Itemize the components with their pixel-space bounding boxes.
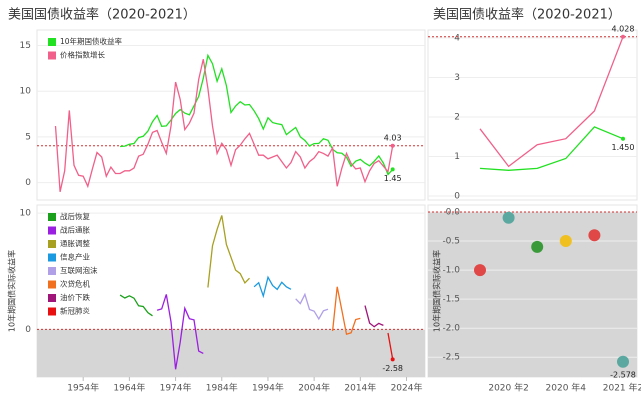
legend-swatch [48, 294, 56, 302]
legend-label: 价格指数增长 [60, 50, 105, 60]
y-tick-label: 10 [20, 209, 32, 219]
data-label: 4.03 [384, 133, 402, 142]
data-label: 1.45 [384, 174, 402, 183]
x-tick-label: 1954年 [67, 382, 99, 394]
scatter-point [531, 240, 544, 253]
legend-label: 通胀调整 [60, 238, 90, 248]
y-tick-label: 3 [454, 73, 460, 83]
series-line [479, 36, 624, 168]
series-line [479, 126, 624, 171]
y-axis-label: 10年期国债实际收益率 [432, 250, 442, 332]
x-tick-label: 2024年 [391, 382, 423, 394]
legend-swatch [48, 267, 56, 275]
series-line [295, 292, 329, 321]
legend-label: 次贷危机 [60, 279, 90, 289]
chart-title: 美国国债收益率（2020-2021） [433, 7, 621, 23]
series-line [387, 332, 394, 360]
legend-label: 战后通胀 [60, 225, 90, 235]
scatter-point [617, 355, 629, 368]
legend-label: 10年期国债收益率 [60, 36, 123, 46]
x-tick-label: 1984年 [206, 382, 238, 394]
y-tick-label: -2.5 [442, 353, 460, 363]
x-tick-label: 2020 年2 [488, 382, 529, 394]
negative-region [37, 329, 425, 377]
data-label: 1.450 [612, 143, 635, 152]
chart-title: 美国国债收益率（2020-2021） [8, 7, 196, 23]
series-line [54, 59, 394, 192]
x-tick-label: 1964年 [113, 382, 145, 394]
x-tick-label: 2014年 [344, 382, 376, 394]
legend-swatch [48, 38, 56, 46]
series-line [331, 286, 361, 336]
y-tick-label: 10 [20, 87, 32, 97]
x-tick-label: 2020 年4 [546, 382, 587, 394]
y-tick-label: 5 [25, 132, 31, 142]
series-line [364, 305, 384, 328]
series-line [156, 294, 204, 370]
end-point [621, 136, 625, 141]
series-line [119, 294, 153, 317]
y-tick-label: 15 [20, 41, 31, 51]
scatter-point [559, 235, 572, 248]
y-tick-label: -1.0 [442, 266, 460, 276]
x-tick-label: 1974年 [160, 382, 192, 394]
end-point [390, 143, 395, 148]
y-tick-label: 4 [454, 33, 460, 43]
scatter-point [474, 264, 486, 277]
y-tick-label: 2 [454, 112, 460, 122]
plot-area [427, 29, 638, 201]
y-tick-label: -2.0 [442, 324, 460, 334]
legend-swatch [48, 226, 56, 235]
x-tick-label: 2021 年2 [603, 382, 641, 394]
end-point [621, 34, 625, 39]
legend-label: 信息产业 [60, 252, 90, 262]
y-tick-label: 0 [25, 325, 31, 335]
negative-region [428, 211, 637, 377]
end-point [390, 167, 395, 172]
y-tick-label: 1 [454, 152, 460, 162]
y-tick-label: 0 [25, 178, 31, 188]
data-label: -2.578 [610, 370, 636, 379]
data-label: 4.028 [612, 24, 635, 33]
x-tick-label: 2004年 [298, 382, 330, 394]
legend-label: 互联网泡沫 [60, 265, 98, 275]
data-label: -2.58 [382, 364, 403, 373]
plot-area [36, 29, 426, 201]
legend-swatch [48, 307, 56, 316]
x-tick-label: 1994年 [252, 382, 284, 394]
y-tick-label: 0 [454, 192, 460, 202]
legend-swatch [48, 280, 56, 289]
series-line [120, 53, 394, 176]
scatter-point [502, 211, 515, 224]
legend-label: 新冠肺炎 [60, 306, 90, 316]
legend-label: 油价下跌 [60, 292, 90, 302]
scatter-point [588, 229, 601, 242]
legend-swatch [48, 240, 56, 248]
legend-label: 战后恢复 [60, 211, 90, 221]
end-point [390, 357, 395, 362]
y-axis-label: 10年期国债实际收益率 [7, 250, 17, 332]
series-line [253, 275, 292, 299]
legend-swatch [48, 51, 56, 60]
legend-swatch [48, 213, 56, 221]
legend-swatch [48, 253, 56, 262]
y-tick-label: -1.5 [442, 295, 460, 305]
series-line [207, 215, 250, 288]
y-tick-label: -0.5 [442, 237, 460, 247]
